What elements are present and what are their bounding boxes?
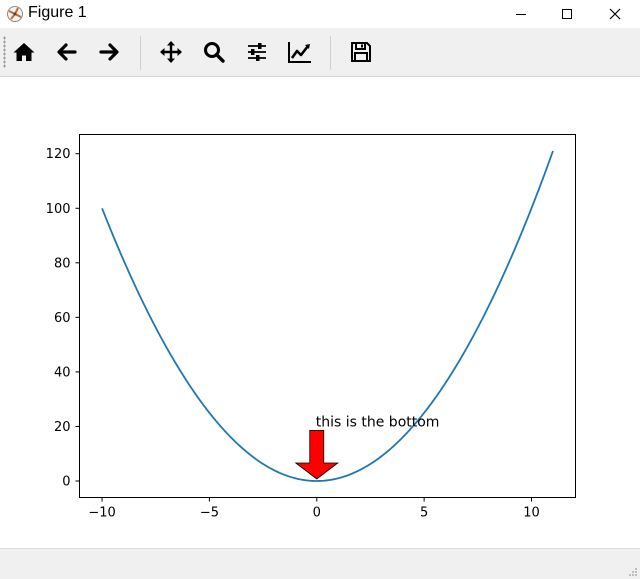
figure-canvas[interactable]: −10 −5 0 5 10 0 20 40 60 80 100 120 this is the bot… [0,77,640,548]
magnifier-icon [204,42,225,63]
y-tick-label: 80 [54,256,71,271]
navigation-toolbar [0,28,640,77]
pan-button[interactable] [155,36,187,68]
arrow-right-icon [99,43,119,61]
zoom-button[interactable] [198,36,230,68]
y-tick-label: 120 [46,147,71,162]
status-bar [0,548,640,579]
minimize-button[interactable] [498,0,544,28]
x-tick-label: −5 [200,506,219,521]
maximize-button[interactable] [544,0,590,28]
close-icon [609,8,621,20]
close-button[interactable] [592,0,638,28]
matplotlib-icon [7,6,23,22]
toolbar-separator [140,36,141,70]
y-tick-label: 40 [54,365,71,380]
home-icon [13,43,35,61]
y-tick-label: 100 [46,202,71,217]
y-tick-label: 20 [54,420,71,435]
axes-frame [79,134,576,498]
maximize-icon [562,9,572,19]
annotation-text: this is the bottom [316,414,440,430]
minimize-icon [516,14,526,15]
move-icon [160,41,182,63]
home-button[interactable] [8,36,40,68]
y-tick-label: 60 [54,311,71,326]
save-button[interactable] [345,36,377,68]
forward-button[interactable] [93,36,125,68]
toolbar-handle[interactable] [3,36,6,68]
x-tick-label: −10 [88,506,115,521]
edit-axes-button[interactable] [284,36,316,68]
y-tick-label: 0 [62,475,70,490]
save-icon [351,42,371,62]
back-button[interactable] [51,36,83,68]
x-tick-label: 5 [420,506,428,521]
title-bar: Figure 1 [0,0,640,28]
toolbar-separator [330,36,331,70]
chart-line-icon [288,42,311,63]
annotation-arrow [294,430,339,480]
subplots-button[interactable] [241,36,273,68]
x-tick-label: 10 [523,506,540,521]
sliders-icon [248,43,266,61]
resize-grip-icon[interactable] [628,567,638,577]
arrow-left-icon [57,43,77,61]
x-tick-label: 0 [313,506,321,521]
series-line [101,150,554,482]
window-title: Figure 1 [28,4,87,21]
